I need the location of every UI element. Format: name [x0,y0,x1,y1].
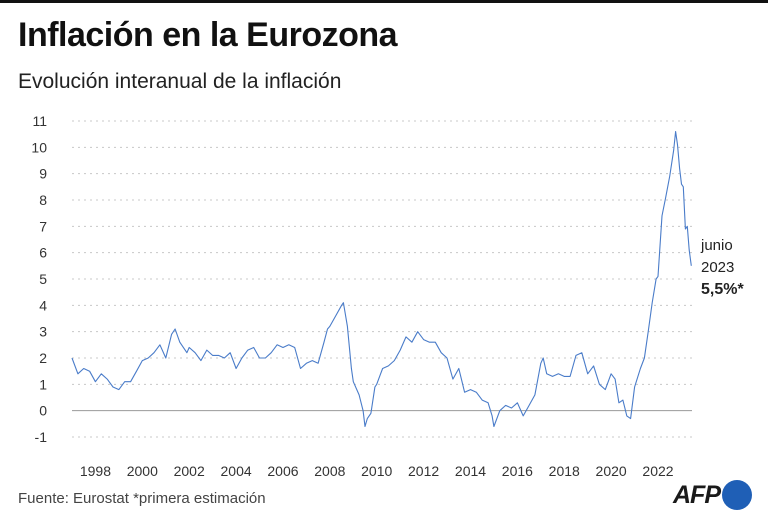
x-tick-label: 2002 [174,463,205,479]
y-tick-label: 0 [39,403,47,419]
y-axis-ticks: -1 0 1 2 3 4 5 6 7 8 9 10 11 [31,113,47,445]
y-tick-label: 5 [39,271,47,287]
y-tick-label: 6 [39,245,47,261]
y-tick-label: 3 [39,324,47,340]
chart-subtitle: Evolución interanual de la inflación [18,70,342,93]
x-tick-label: 2016 [502,463,533,479]
afp-logo: AFP [673,480,752,510]
x-tick-label: 1998 [80,463,111,479]
y-tick-label: 7 [39,218,47,234]
x-tick-label: 2014 [455,463,486,479]
x-tick-label: 2012 [408,463,439,479]
x-tick-label: 2004 [221,463,252,479]
y-tick-label: 2 [39,350,47,366]
top-rule [0,0,768,3]
x-axis-ticks: 1998 2000 2002 2004 2006 2008 2010 2012 2014 2016… [80,463,674,479]
source-note: Fuente: Eurostat *primera estimación [18,490,266,507]
afp-logo-dot-icon [722,480,752,510]
y-tick-label: 10 [31,139,47,155]
y-tick-label: 8 [39,192,47,208]
x-tick-label: 2008 [314,463,345,479]
series-line-inflation [71,130,692,428]
y-tick-label: 11 [32,113,47,129]
afp-logo-text: AFP [673,480,721,509]
x-tick-label: 2022 [642,463,673,479]
x-tick-label: 2010 [361,463,392,479]
y-tick-label: 4 [39,297,47,313]
annotation-year: 2023 [701,259,734,276]
y-tick-label: 1 [39,376,47,392]
y-tick-label: -1 [35,429,48,445]
grid-layer [72,120,692,438]
y-tick-label: 9 [39,166,47,182]
x-tick-label: 2006 [267,463,298,479]
x-tick-label: 2020 [596,463,627,479]
chart-title: Inflación en la Eurozona [18,16,398,54]
x-tick-label: 2000 [127,463,158,479]
annotation-value: 5,5%* [701,281,744,298]
x-tick-label: 2018 [549,463,580,479]
annotation-month: junio [700,237,733,254]
